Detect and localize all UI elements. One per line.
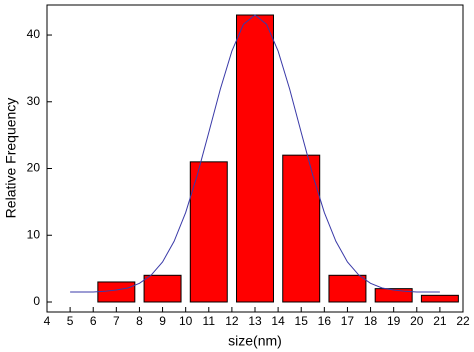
x-tick-label: 18 (364, 314, 378, 328)
x-tick-label: 16 (318, 314, 332, 328)
bar (97, 281, 136, 303)
bar (282, 154, 321, 303)
x-tick-label: 21 (433, 314, 447, 328)
x-tick-label: 10 (179, 314, 193, 328)
x-tick-label: 14 (271, 314, 285, 328)
y-tick-label: 20 (27, 161, 41, 175)
bar (420, 294, 459, 303)
x-tick-label: 19 (387, 314, 401, 328)
y-tick-label: 0 (33, 294, 40, 308)
x-axis-title: size(nm) (228, 333, 282, 349)
x-tick-label: 15 (295, 314, 309, 328)
x-tick-label: 12 (225, 314, 239, 328)
y-tick-label: 10 (27, 227, 41, 241)
x-tick-label: 6 (90, 314, 97, 328)
bar (143, 274, 182, 303)
x-tick-label: 4 (44, 314, 51, 328)
y-axis-title: Relative Frequency (3, 98, 19, 219)
x-tick-label: 9 (159, 314, 166, 328)
fit-curve (70, 14, 440, 293)
x-tick-label: 11 (203, 314, 216, 328)
bar (236, 14, 274, 303)
y-tick-label: 30 (27, 94, 41, 108)
x-tick-label: 13 (248, 314, 262, 328)
x-tick-label: 20 (410, 314, 424, 328)
x-tick-label: 7 (113, 314, 120, 328)
y-tick-label: 40 (27, 27, 41, 41)
bar (328, 274, 367, 303)
x-tick-label: 22 (456, 314, 470, 328)
x-tick-label: 8 (136, 314, 143, 328)
x-tick-label: 17 (341, 314, 355, 328)
plot-frame (46, 4, 464, 313)
bar (189, 161, 228, 303)
bar (374, 288, 413, 303)
x-tick-label: 5 (67, 314, 74, 328)
